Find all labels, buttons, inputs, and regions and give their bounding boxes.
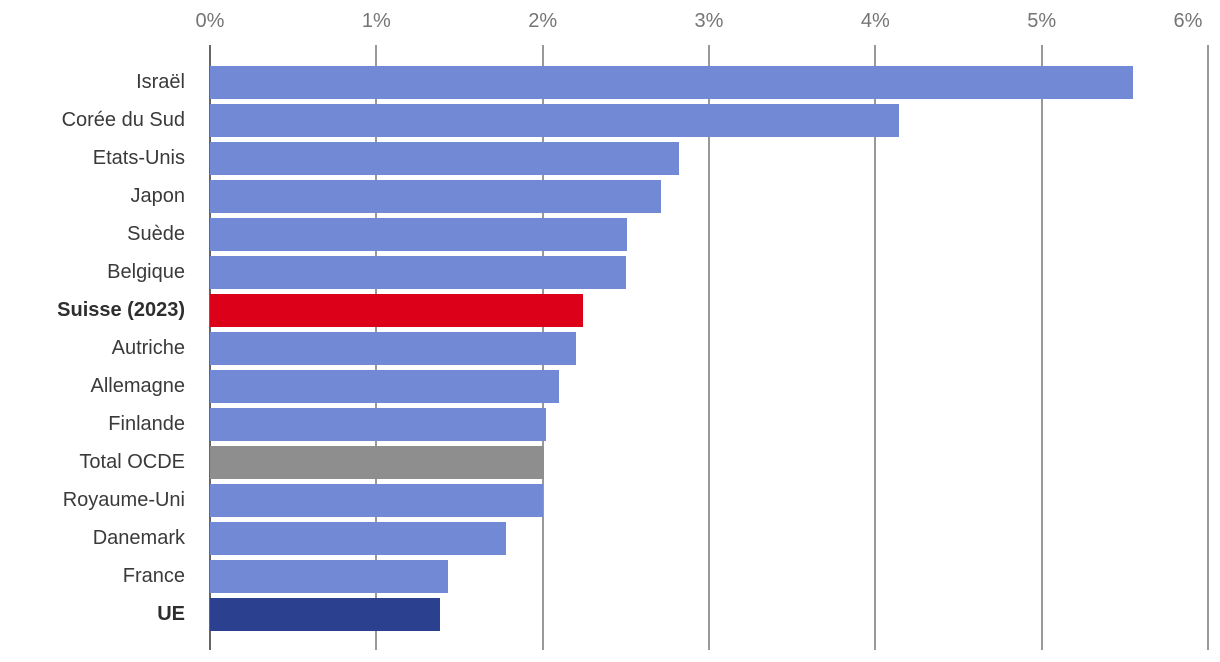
x-tick-label: 5% [1027,10,1057,32]
category-label-danemark: Danemark [92,527,185,549]
x-tick-label: 2% [528,10,558,32]
gridline-5% [1040,45,1043,650]
category-label-isra-l: Israël [136,71,185,93]
bar-ue [210,598,440,631]
bar-royaume-uni [210,484,543,517]
bar-autriche [210,332,576,365]
bar-belgique [210,256,626,289]
bar-suisse-2023- [210,294,583,327]
bar-su-de [210,218,628,251]
category-label-su-de: Suède [127,223,185,245]
bar-total-ocde [210,446,545,479]
bar-japon [210,180,661,213]
category-label-suisse-2023-: Suisse (2023) [57,299,185,321]
bar-cor-e-du-sud [210,104,899,137]
category-label-japon: Japon [130,185,186,207]
x-tick-label: 4% [860,10,890,32]
category-label-finlande: Finlande [108,413,185,435]
x-tick-label: 6% [1173,10,1203,32]
category-label-allemagne: Allemagne [90,375,185,397]
gridline-6% [1207,45,1209,650]
bar-etats-unis [210,142,680,175]
category-label-total-ocde: Total OCDE [79,451,185,473]
gridline-3% [708,45,710,650]
category-label-autriche: Autriche [111,337,185,359]
category-label-cor-e-du-sud: Corée du Sud [61,109,185,131]
x-tick-label: 0% [195,10,225,32]
bar-france [210,560,448,593]
bar-isra-l [210,66,1134,99]
gridline-4% [874,45,877,650]
x-tick-label: 1% [361,10,391,32]
bar-allemagne [210,370,560,403]
category-label-royaume-uni: Royaume-Uni [62,489,185,511]
bar-finlande [210,408,546,441]
category-label-etats-unis: Etats-Unis [92,147,185,169]
category-label-belgique: Belgique [107,261,185,283]
bar-danemark [210,522,507,555]
category-label-france: France [122,565,185,587]
category-label-ue: UE [157,603,185,625]
x-tick-label: 3% [694,10,724,32]
